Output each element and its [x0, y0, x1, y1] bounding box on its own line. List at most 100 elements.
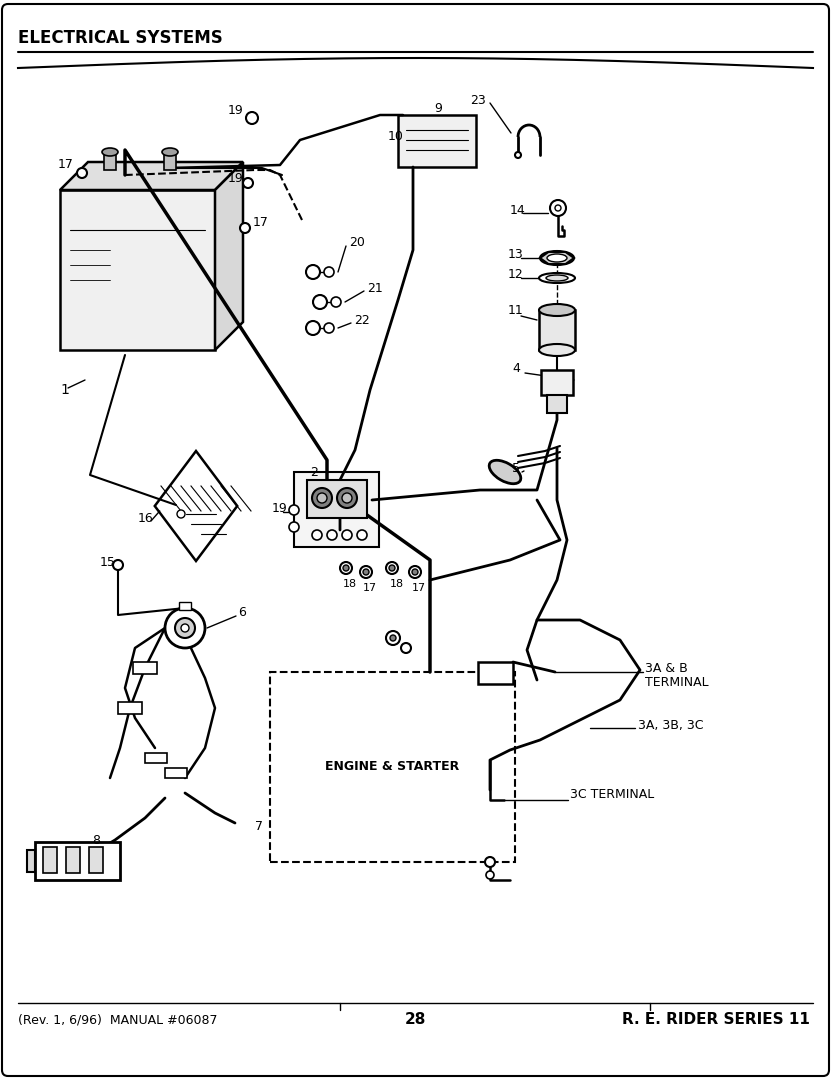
Bar — [145, 754, 167, 763]
Text: 18: 18 — [343, 579, 357, 589]
Circle shape — [550, 201, 566, 216]
Bar — [35, 842, 120, 880]
Ellipse shape — [539, 344, 575, 356]
Circle shape — [317, 493, 327, 503]
Text: 7: 7 — [255, 819, 263, 832]
Text: 3C TERMINAL: 3C TERMINAL — [570, 788, 654, 802]
Bar — [27, 849, 35, 872]
Circle shape — [342, 530, 352, 540]
Bar — [165, 768, 187, 778]
Text: 19: 19 — [228, 171, 243, 184]
Text: 13: 13 — [508, 249, 524, 262]
Bar — [398, 115, 476, 167]
Text: 17: 17 — [58, 158, 74, 171]
Circle shape — [243, 178, 253, 188]
Text: 1: 1 — [60, 383, 69, 397]
Text: 28: 28 — [405, 1012, 425, 1027]
Bar — [539, 310, 575, 350]
Circle shape — [240, 223, 250, 233]
Circle shape — [177, 510, 185, 519]
Ellipse shape — [489, 460, 521, 484]
Text: 6: 6 — [238, 607, 246, 620]
Circle shape — [312, 488, 332, 508]
Circle shape — [331, 298, 341, 307]
Text: 3A, 3B, 3C: 3A, 3B, 3C — [638, 719, 704, 732]
Text: 16: 16 — [138, 512, 154, 525]
Bar — [294, 472, 379, 547]
Circle shape — [324, 323, 334, 333]
Circle shape — [327, 530, 337, 540]
Text: 14: 14 — [510, 204, 526, 217]
Ellipse shape — [546, 275, 568, 281]
Text: 21: 21 — [367, 281, 383, 294]
Text: TERMINAL: TERMINAL — [645, 676, 709, 689]
Text: ENGINE & STARTER: ENGINE & STARTER — [325, 760, 459, 774]
Polygon shape — [155, 451, 237, 561]
Text: 18: 18 — [390, 579, 404, 589]
Text: 2: 2 — [310, 467, 318, 480]
Text: ELECTRICAL SYSTEMS: ELECTRICAL SYSTEMS — [18, 29, 223, 47]
Circle shape — [289, 505, 299, 515]
Text: 22: 22 — [354, 314, 370, 327]
Ellipse shape — [540, 251, 574, 265]
Ellipse shape — [539, 304, 575, 316]
FancyBboxPatch shape — [2, 4, 829, 1076]
Circle shape — [486, 871, 494, 879]
Bar — [60, 190, 215, 350]
Circle shape — [181, 624, 189, 632]
Bar — [66, 847, 80, 873]
Ellipse shape — [539, 273, 575, 284]
Text: 12: 12 — [508, 268, 524, 281]
Circle shape — [77, 168, 87, 178]
Bar — [478, 662, 513, 685]
Circle shape — [324, 267, 334, 277]
Text: 3A & B: 3A & B — [645, 662, 688, 675]
Circle shape — [340, 562, 352, 573]
Ellipse shape — [162, 148, 178, 156]
Circle shape — [412, 569, 418, 575]
Bar — [104, 152, 116, 170]
Circle shape — [360, 566, 372, 578]
Ellipse shape — [547, 254, 567, 262]
Text: 9: 9 — [434, 101, 442, 114]
Circle shape — [390, 635, 396, 641]
Text: 17: 17 — [412, 583, 426, 593]
Bar — [547, 395, 567, 413]
Text: 20: 20 — [349, 236, 365, 249]
Circle shape — [113, 559, 123, 570]
Circle shape — [337, 488, 357, 508]
Bar — [133, 662, 157, 674]
Text: 19: 19 — [228, 103, 243, 116]
Circle shape — [289, 522, 299, 533]
Bar — [89, 847, 103, 873]
Bar — [307, 480, 367, 519]
Ellipse shape — [102, 148, 118, 156]
Text: R. E. RIDER SERIES 11: R. E. RIDER SERIES 11 — [622, 1012, 810, 1027]
Circle shape — [313, 295, 327, 309]
Text: 23: 23 — [470, 94, 486, 107]
Bar — [164, 152, 176, 170]
Circle shape — [386, 631, 400, 645]
Text: 10: 10 — [388, 130, 404, 143]
Circle shape — [306, 321, 320, 335]
Circle shape — [312, 530, 322, 540]
Circle shape — [386, 562, 398, 573]
Text: 19: 19 — [272, 501, 288, 514]
Circle shape — [165, 608, 205, 648]
Circle shape — [342, 493, 352, 503]
Circle shape — [357, 530, 367, 540]
Polygon shape — [215, 162, 243, 350]
Polygon shape — [540, 252, 574, 264]
Circle shape — [306, 265, 320, 279]
Circle shape — [363, 569, 369, 575]
Circle shape — [409, 566, 421, 578]
Bar — [118, 702, 142, 714]
Circle shape — [246, 112, 258, 124]
Circle shape — [343, 565, 349, 571]
Text: (Rev. 1, 6/96)  MANUAL #06087: (Rev. 1, 6/96) MANUAL #06087 — [18, 1013, 218, 1026]
Text: 15: 15 — [100, 555, 116, 568]
Text: 11: 11 — [508, 304, 524, 317]
Polygon shape — [60, 162, 243, 190]
Bar — [270, 672, 515, 862]
Text: 17: 17 — [253, 216, 269, 229]
